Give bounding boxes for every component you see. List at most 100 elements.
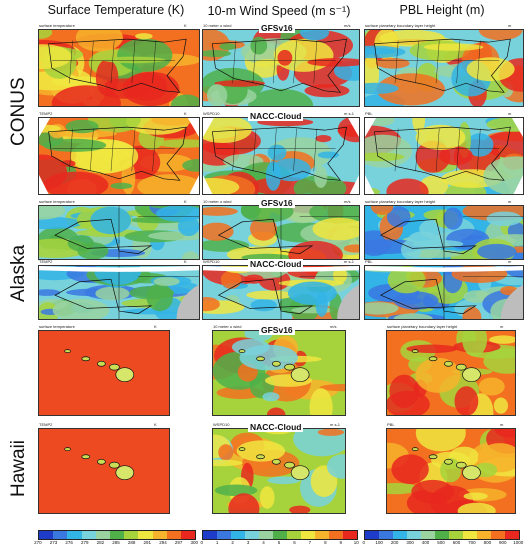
colorbar-swatch bbox=[287, 531, 301, 539]
region-label-conus: CONUS bbox=[8, 77, 29, 146]
panel-title: surface temperature bbox=[39, 199, 75, 204]
panel-title: surface planetary boundary layer height bbox=[365, 199, 436, 204]
colorbar-swatch bbox=[152, 531, 167, 539]
colorbar-tick-label: 5 bbox=[277, 540, 281, 545]
colorbar-swatch bbox=[231, 531, 245, 539]
panel-title: 10 meter u wind bbox=[203, 23, 232, 28]
colorbar-swatch bbox=[477, 531, 491, 539]
map-panel-hawaii-nacc-wind bbox=[212, 428, 346, 514]
colorbar-tick-label: 1 bbox=[215, 540, 219, 545]
model-label-nacc-hawaii: NACC-Cloud bbox=[248, 422, 304, 432]
map-field bbox=[39, 429, 169, 513]
map-panel-hawaii-nacc-pbl bbox=[386, 428, 516, 514]
colorbar-tick-label: 288 bbox=[127, 540, 136, 545]
map-field bbox=[365, 206, 523, 259]
map-panel-hawaii-gfs-pbl bbox=[386, 330, 516, 416]
colorbar-swatch bbox=[95, 531, 110, 539]
panel-unit: m bbox=[508, 199, 512, 204]
map-field bbox=[39, 118, 199, 194]
panel-title: PBL bbox=[365, 259, 373, 264]
colorbar-swatch bbox=[124, 531, 139, 539]
colorbar-tick-label: 900 bbox=[499, 540, 507, 545]
panel-unit: K bbox=[184, 199, 187, 204]
map-panel-conus-nacc-pbl bbox=[364, 117, 524, 195]
colorbar-swatch bbox=[463, 531, 477, 539]
map-field bbox=[203, 118, 359, 194]
colorbar-tick-label: 276 bbox=[65, 540, 73, 545]
map-panel-conus-nacc-wind bbox=[202, 117, 360, 195]
colorbar-swatch bbox=[315, 531, 329, 539]
colorbar-swatch bbox=[435, 531, 449, 539]
panel-title: 10 meter u wind bbox=[203, 199, 232, 204]
colorbar-tick-label: 500 bbox=[437, 540, 445, 545]
colorbar-swatch bbox=[67, 531, 82, 539]
colorbar-ticks-wind: 0 1 2 3 4 5 6 7 8 9 10 bbox=[194, 540, 364, 545]
map-field bbox=[39, 30, 199, 106]
colorbar-swatch bbox=[180, 531, 196, 539]
colorbar-tick-label: 700 bbox=[468, 540, 476, 545]
panel-title: WSPD10 bbox=[203, 111, 220, 116]
panel-unit: m bbox=[508, 259, 512, 264]
map-field bbox=[39, 331, 169, 415]
panel-title: 10 meter u wind bbox=[213, 324, 242, 329]
panel-unit: m bbox=[500, 324, 504, 329]
colorbar-swatch bbox=[301, 531, 315, 539]
colorbar-swatch bbox=[81, 531, 96, 539]
map-panel-alaska-nacc-pbl bbox=[364, 265, 524, 320]
panel-title: TEMP2 bbox=[39, 422, 53, 427]
panel-title: WSPD10 bbox=[213, 422, 230, 427]
colorbar-tick-label: 7 bbox=[308, 540, 312, 545]
colorbar-tick-label: 2 bbox=[231, 540, 234, 545]
panel-unit: K bbox=[184, 259, 187, 264]
colorbar-tick-label: 282 bbox=[96, 540, 105, 545]
map-field bbox=[365, 266, 523, 319]
map-field bbox=[203, 266, 359, 319]
map-panel-conus-gfs-wind bbox=[202, 29, 360, 107]
model-label-gfs-hawaii: GFSv16 bbox=[259, 325, 295, 335]
panel-title: surface temperature bbox=[39, 324, 75, 329]
panel-unit: m s-1 bbox=[344, 111, 354, 116]
column-title-wind: 10-m Wind Speed (m s⁻¹) bbox=[207, 4, 351, 18]
colorbar-tick-label: 279 bbox=[80, 540, 89, 545]
map-field bbox=[387, 331, 515, 415]
colorbar-swatch bbox=[53, 531, 68, 539]
panel-unit: m/s bbox=[344, 199, 351, 204]
map-panel-hawaii-gfs-wind bbox=[212, 330, 346, 416]
map-field bbox=[203, 206, 359, 259]
colorbar-swatch bbox=[203, 531, 217, 539]
model-label-gfs-alaska: GFSv16 bbox=[259, 198, 295, 208]
colorbar-tick-label: 200 bbox=[390, 540, 399, 545]
colorbar-tick-label: 300 bbox=[190, 540, 198, 545]
colorbar-tick-label: 3 bbox=[246, 540, 250, 545]
colorbar-ticks-temperature: 270 273 276 279 282 285 288 291 294 297 300 bbox=[30, 540, 202, 545]
panel-unit: K bbox=[184, 111, 187, 116]
map-panel-conus-gfs-temp bbox=[38, 29, 200, 107]
colorbar-tick-label: 0 bbox=[200, 540, 203, 545]
region-label-hawaii: Hawaii bbox=[8, 439, 29, 497]
colorbar-tick-label: 400 bbox=[421, 540, 430, 545]
map-panel-alaska-nacc-wind bbox=[202, 265, 360, 320]
map-field bbox=[365, 30, 523, 106]
panel-title: PBL bbox=[387, 422, 395, 427]
colorbar-tick-label: 291 bbox=[143, 540, 152, 545]
panel-title: surface planetary boundary layer height bbox=[387, 324, 458, 329]
panel-title: TEMP2 bbox=[39, 111, 53, 116]
panel-title: WSPD10 bbox=[203, 259, 220, 264]
colorbar-tick-label: 800 bbox=[483, 540, 492, 545]
colorbar-swatch bbox=[365, 531, 379, 539]
colorbar-tick-label: 300 bbox=[406, 540, 414, 545]
colorbar-temperature bbox=[38, 530, 196, 540]
model-label-gfs-conus: GFSv16 bbox=[259, 23, 295, 33]
map-panel-alaska-gfs-pbl bbox=[364, 205, 524, 260]
colorbar-tick-label: 600 bbox=[452, 540, 461, 545]
colorbar-tick-label: 1000 bbox=[513, 540, 524, 545]
colorbar-tick-label: 294 bbox=[159, 540, 167, 545]
map-field bbox=[39, 266, 199, 319]
colorbar-swatch bbox=[505, 531, 519, 539]
colorbar-swatch bbox=[491, 531, 505, 539]
map-panel-alaska-gfs-temp bbox=[38, 205, 200, 260]
colorbar-swatch bbox=[166, 531, 181, 539]
map-field bbox=[387, 429, 515, 513]
map-field bbox=[203, 30, 359, 106]
map-field bbox=[213, 429, 345, 513]
